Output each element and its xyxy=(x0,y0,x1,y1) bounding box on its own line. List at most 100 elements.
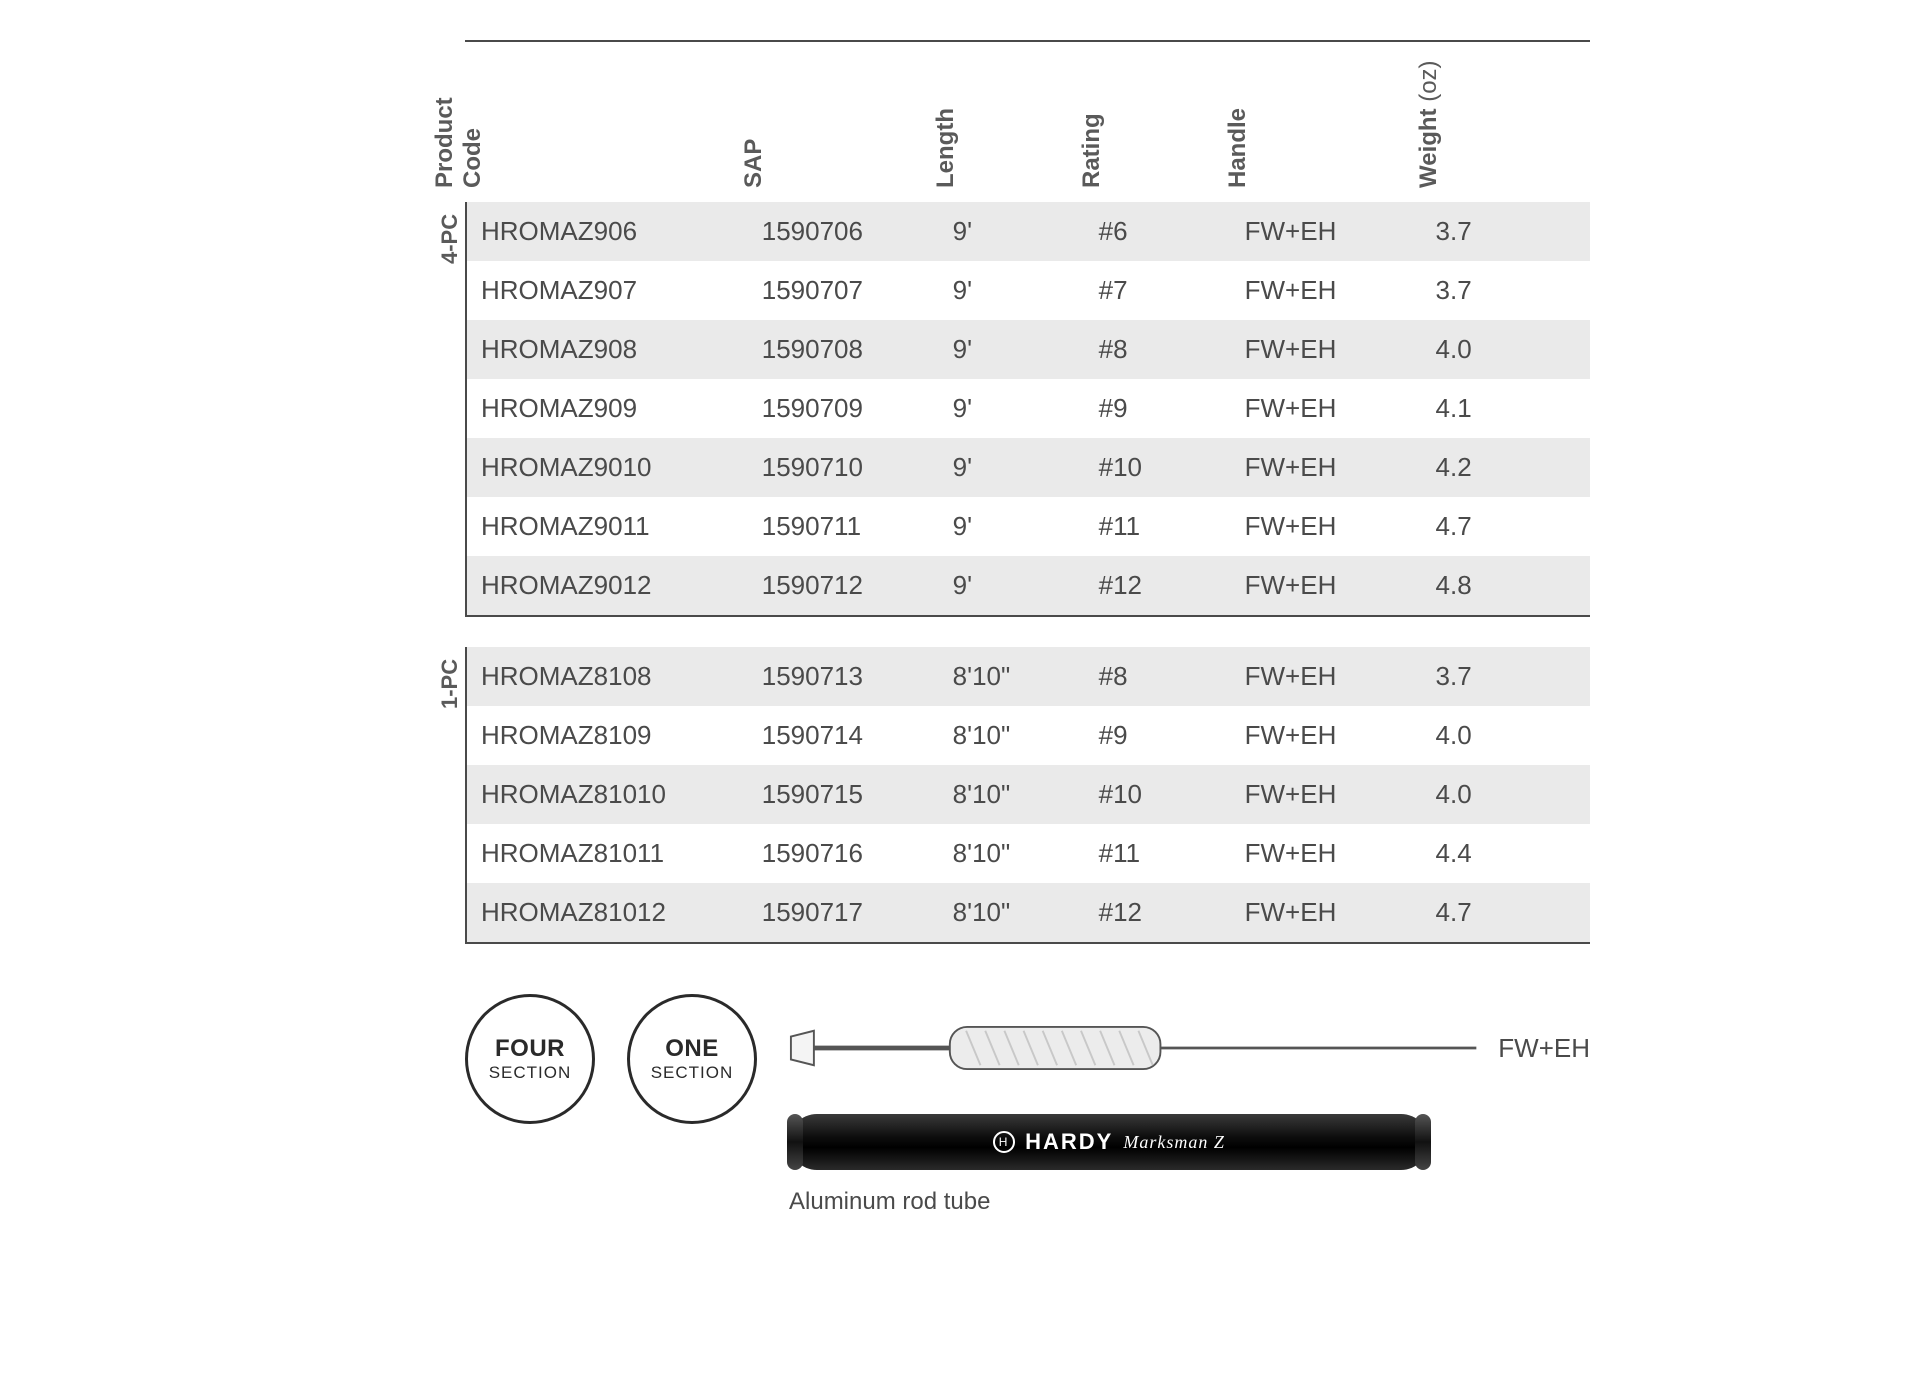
badge-one-section: ONE SECTION xyxy=(627,994,757,1124)
group-label-4pc: 4-PC xyxy=(437,214,463,264)
cell-code: HROMAZ81012 xyxy=(467,883,748,942)
cell-handle: FW+EH xyxy=(1231,824,1422,883)
cell-handle: FW+EH xyxy=(1231,647,1422,706)
hardy-logo-icon: H xyxy=(993,1131,1015,1153)
cell-code: HROMAZ908 xyxy=(467,320,748,379)
table-row: HROMAZ810815907138'10"#8FW+EH3.7 xyxy=(467,647,1590,706)
cell-sap: 1590709 xyxy=(748,379,939,438)
cell-handle: FW+EH xyxy=(1231,556,1422,615)
cell-sap: 1590717 xyxy=(748,883,939,942)
cell-handle: FW+EH xyxy=(1231,438,1422,497)
col-header-sap: SAP xyxy=(746,72,937,202)
cell-code: HROMAZ9012 xyxy=(467,556,748,615)
cell-rating: #11 xyxy=(1085,824,1231,883)
cell-weight: 3.7 xyxy=(1422,647,1590,706)
cell-sap: 1590712 xyxy=(748,556,939,615)
table-group-0-with-header: Product Code SAP Length Rating Handle We… xyxy=(465,72,1590,202)
cell-code: HROMAZ9010 xyxy=(467,438,748,497)
cell-code: HROMAZ9011 xyxy=(467,497,748,556)
cell-weight: 4.7 xyxy=(1422,497,1590,556)
table-row: HROMAZ810915907148'10"#9FW+EH4.0 xyxy=(467,706,1590,765)
cell-handle: FW+EH xyxy=(1231,261,1422,320)
badge-subtext: SECTION xyxy=(651,1063,734,1083)
cell-handle: FW+EH xyxy=(1231,379,1422,438)
cell-sap: 1590710 xyxy=(748,438,939,497)
cell-weight: 4.0 xyxy=(1422,320,1590,379)
badge-text: FOUR xyxy=(495,1035,565,1063)
table-row: HROMAZ901115907119'#11FW+EH4.7 xyxy=(467,497,1590,556)
cell-rating: #12 xyxy=(1085,556,1231,615)
page: Product Code SAP Length Rating Handle We… xyxy=(240,0,1680,1216)
col-header-handle: Handle xyxy=(1230,72,1421,202)
rod-diagram-row: FW+EH xyxy=(789,1018,1590,1078)
table-row: HROMAZ90915907099'#9FW+EH4.1 xyxy=(467,379,1590,438)
cell-length: 8'10" xyxy=(939,824,1085,883)
cell-weight: 4.2 xyxy=(1422,438,1590,497)
group-label-1pc: 1-PC xyxy=(437,659,463,709)
cell-code: HROMAZ8108 xyxy=(467,647,748,706)
col-header-product-code: Product Code xyxy=(465,72,746,202)
cell-length: 9' xyxy=(939,202,1085,261)
cell-length: 9' xyxy=(939,379,1085,438)
spec-table: Product Code SAP Length Rating Handle We… xyxy=(465,72,1590,944)
table-row: HROMAZ90615907069'#6FW+EH3.7 xyxy=(467,202,1590,261)
table-row: HROMAZ901015907109'#10FW+EH4.2 xyxy=(467,438,1590,497)
tube-caption: Aluminum rod tube xyxy=(789,1188,1590,1216)
top-divider xyxy=(465,40,1590,42)
group-1pc: 1-PC HROMAZ810815907138'10"#8FW+EH3.7HRO… xyxy=(465,647,1590,944)
badge-subtext: SECTION xyxy=(489,1063,572,1083)
cell-sap: 1590707 xyxy=(748,261,939,320)
col-header-rating: Rating xyxy=(1084,72,1230,202)
tube-brand: HARDY xyxy=(1025,1129,1113,1155)
rod-handle-label: FW+EH xyxy=(1498,1033,1590,1064)
cell-rating: #8 xyxy=(1085,320,1231,379)
table-row: HROMAZ901215907129'#12FW+EH4.8 xyxy=(467,556,1590,615)
cell-handle: FW+EH xyxy=(1231,706,1422,765)
cell-handle: FW+EH xyxy=(1231,883,1422,942)
cell-code: HROMAZ81011 xyxy=(467,824,748,883)
cell-sap: 1590713 xyxy=(748,647,939,706)
col-header-weight: Weight (oz) xyxy=(1421,72,1590,202)
table-1pc: HROMAZ810815907138'10"#8FW+EH3.7HROMAZ81… xyxy=(467,647,1590,942)
cell-rating: #10 xyxy=(1085,438,1231,497)
cell-sap: 1590714 xyxy=(748,706,939,765)
badge-four-section: FOUR SECTION xyxy=(465,994,595,1124)
cell-rating: #7 xyxy=(1085,261,1231,320)
table-header: Product Code SAP Length Rating Handle We… xyxy=(465,72,1590,202)
footer: FOUR SECTION ONE SECTION xyxy=(465,994,1590,1216)
cell-sap: 1590715 xyxy=(748,765,939,824)
cell-rating: #12 xyxy=(1085,883,1231,942)
cell-rating: #8 xyxy=(1085,647,1231,706)
table-row: HROMAZ90715907079'#7FW+EH3.7 xyxy=(467,261,1590,320)
cell-code: HROMAZ81010 xyxy=(467,765,748,824)
cell-sap: 1590711 xyxy=(748,497,939,556)
cell-weight: 4.7 xyxy=(1422,883,1590,942)
rod-tube-image: H HARDY Marksman Z xyxy=(789,1114,1429,1170)
col-header-length: Length xyxy=(938,72,1084,202)
table-row: HROMAZ90815907089'#8FW+EH4.0 xyxy=(467,320,1590,379)
cell-handle: FW+EH xyxy=(1231,497,1422,556)
cell-sap: 1590706 xyxy=(748,202,939,261)
cell-length: 9' xyxy=(939,497,1085,556)
cell-code: HROMAZ8109 xyxy=(467,706,748,765)
cell-rating: #11 xyxy=(1085,497,1231,556)
cell-length: 9' xyxy=(939,261,1085,320)
cell-weight: 4.8 xyxy=(1422,556,1590,615)
table-row: HROMAZ8101215907178'10"#12FW+EH4.7 xyxy=(467,883,1590,942)
cell-length: 8'10" xyxy=(939,647,1085,706)
cell-length: 9' xyxy=(939,556,1085,615)
cell-code: HROMAZ906 xyxy=(467,202,748,261)
cell-rating: #6 xyxy=(1085,202,1231,261)
cell-length: 8'10" xyxy=(939,883,1085,942)
cell-code: HROMAZ907 xyxy=(467,261,748,320)
cell-rating: #9 xyxy=(1085,706,1231,765)
cell-length: 9' xyxy=(939,438,1085,497)
cell-code: HROMAZ909 xyxy=(467,379,748,438)
cell-sap: 1590708 xyxy=(748,320,939,379)
table-row: HROMAZ8101115907168'10"#11FW+EH4.4 xyxy=(467,824,1590,883)
cell-handle: FW+EH xyxy=(1231,202,1422,261)
group-4pc: 4-PC HROMAZ90615907069'#6FW+EH3.7HROMAZ9… xyxy=(465,202,1590,617)
cell-length: 9' xyxy=(939,320,1085,379)
cell-handle: FW+EH xyxy=(1231,320,1422,379)
cell-length: 8'10" xyxy=(939,706,1085,765)
